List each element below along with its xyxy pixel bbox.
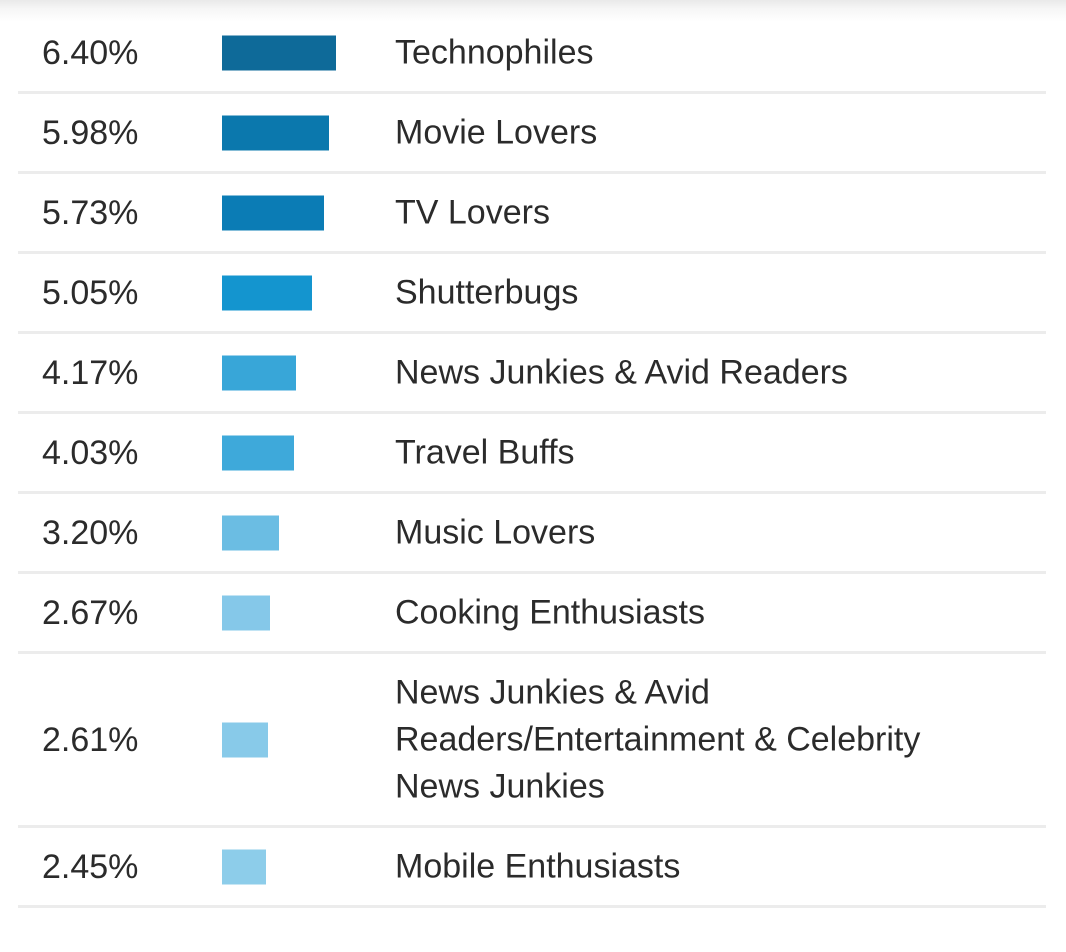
category-label: Technophiles [395, 33, 594, 71]
percentage-bar [222, 435, 294, 470]
category-label: Shutterbugs [395, 273, 579, 311]
category-label: Mobile Enthusiasts [395, 847, 681, 885]
percentage-bar [222, 849, 266, 884]
percentage-value: 2.45% [42, 847, 139, 886]
percentage-value: 3.20% [42, 513, 139, 552]
interest-category-list: 6.40% Technophiles 5.98% Movie Lovers 5.73% T… [18, 14, 1046, 908]
category-label: Travel Buffs [395, 433, 575, 471]
list-item: 2.67% Cooking Enthusiasts [18, 574, 1046, 654]
list-item: 2.61% News Junkies & Avid Readers/Enterta… [18, 654, 1046, 828]
category-label: News Junkies & Avid Readers/Entertainmen… [395, 673, 921, 805]
percentage-value: 5.05% [42, 273, 139, 312]
category-label: News Junkies & Avid Readers [395, 353, 848, 391]
list-item: 6.40% Technophiles [18, 14, 1046, 94]
list-item: 5.05% Shutterbugs [18, 254, 1046, 334]
list-item: 5.73% TV Lovers [18, 174, 1046, 254]
category-label: Cooking Enthusiasts [395, 593, 705, 631]
list-item: 4.17% News Junkies & Avid Readers [18, 334, 1046, 414]
percentage-value: 5.73% [42, 193, 139, 232]
top-shadow [0, 0, 1066, 22]
list-item: 5.98% Movie Lovers [18, 94, 1046, 174]
percentage-value: 5.98% [42, 113, 139, 152]
percentage-bar [222, 35, 336, 70]
category-label: Movie Lovers [395, 113, 598, 151]
percentage-value: 4.03% [42, 433, 139, 472]
list-item: 4.03% Travel Buffs [18, 414, 1046, 494]
list-item: 3.20% Music Lovers [18, 494, 1046, 574]
percentage-value: 2.67% [42, 593, 139, 632]
percentage-value: 4.17% [42, 353, 139, 392]
percentage-bar [222, 195, 324, 230]
percentage-bar [222, 722, 268, 757]
list-item: 2.45% Mobile Enthusiasts [18, 828, 1046, 908]
percentage-bar [222, 275, 312, 310]
percentage-bar [222, 115, 329, 150]
category-label: Music Lovers [395, 513, 596, 551]
percentage-bar [222, 355, 296, 390]
category-label: TV Lovers [395, 193, 550, 231]
percentage-bar [222, 515, 279, 550]
percentage-value: 2.61% [42, 720, 139, 759]
percentage-bar [222, 595, 270, 630]
percentage-value: 6.40% [42, 33, 139, 72]
